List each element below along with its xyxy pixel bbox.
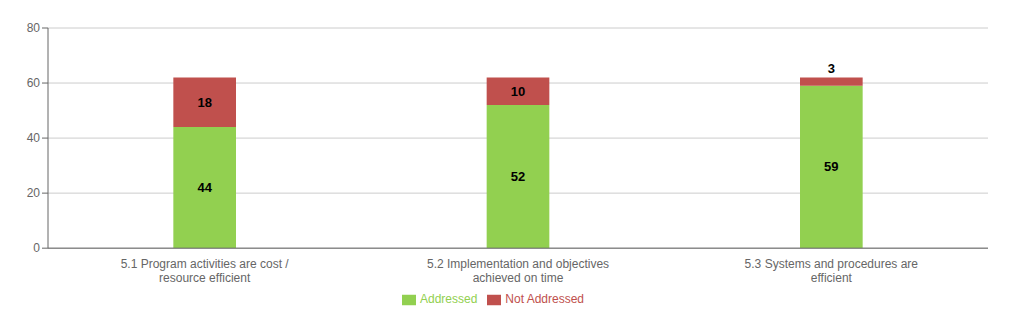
html-text:Not Addressed: Not Addressed	[505, 292, 584, 307]
svg-text:52: 52	[511, 169, 525, 184]
svg-text:59: 59	[824, 159, 838, 174]
svg-text:40: 40	[27, 131, 41, 145]
svg-text:3: 3	[828, 61, 835, 76]
svg-text:20: 20	[27, 186, 41, 200]
html-text:Addressed: Addressed	[420, 292, 478, 307]
svg-text:60: 60	[27, 76, 41, 90]
svg-text:80: 80	[27, 21, 41, 35]
svg-text:5.3 Systems and procedures are: 5.3 Systems and procedures areefficient	[745, 257, 919, 285]
svg-text:10: 10	[511, 84, 525, 99]
svg-text:0: 0	[33, 241, 40, 255]
svg-text:5.2 Implementation and objecti: 5.2 Implementation and objectivesachieve…	[427, 257, 609, 285]
svg-text:5.1 Program activities are cos: 5.1 Program activities are cost /resourc…	[121, 257, 290, 285]
svg-text:18: 18	[197, 95, 211, 110]
svg-text:44: 44	[197, 180, 212, 195]
